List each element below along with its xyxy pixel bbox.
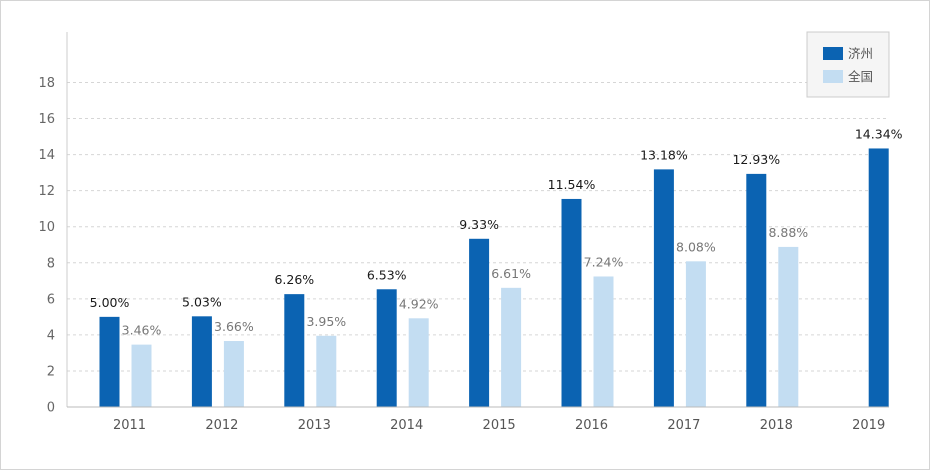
data-label-national: 3.95% xyxy=(306,314,346,329)
bar-national xyxy=(685,261,706,407)
x-tick-label: 2016 xyxy=(575,418,608,433)
data-label-national: 8.08% xyxy=(676,239,716,254)
bar-jizhou xyxy=(469,238,490,407)
x-axis: 2011 2012 2013 2014 2015 2016 2017 2018 2019 xyxy=(67,406,889,433)
legend: 济州 全国 xyxy=(806,31,890,98)
bar-national xyxy=(316,335,337,407)
bar-national xyxy=(593,276,614,407)
data-label-national: 4.92% xyxy=(399,296,439,311)
bar-jizhou xyxy=(653,169,674,407)
bar-jizhou xyxy=(868,148,889,407)
legend-label-jizhou: 济州 xyxy=(848,46,873,61)
x-tick-label: 2017 xyxy=(667,418,700,433)
legend-label-national: 全国 xyxy=(848,69,873,84)
data-label-jizhou: 5.03% xyxy=(182,294,222,309)
data-label-jizhou: 12.93% xyxy=(732,152,780,167)
bar-jizhou xyxy=(191,316,212,407)
bar-jizhou xyxy=(376,289,397,407)
y-tick-label: 18 xyxy=(38,76,55,91)
y-tick-label: 12 xyxy=(38,184,55,199)
y-tick-label: 10 xyxy=(38,220,55,235)
bar-jizhou xyxy=(746,173,767,407)
data-label-jizhou: 5.00% xyxy=(90,295,130,310)
data-label-national: 7.24% xyxy=(584,254,624,269)
x-tick-label: 2018 xyxy=(760,418,793,433)
bar-national xyxy=(501,287,522,407)
bar-national xyxy=(223,341,244,407)
data-label-national: 8.88% xyxy=(768,225,808,240)
data-label-jizhou: 11.54% xyxy=(548,177,596,192)
x-tick-label: 2019 xyxy=(852,418,885,433)
data-label-national: 3.46% xyxy=(122,323,162,338)
bar-national xyxy=(778,246,799,407)
data-label-national: 3.66% xyxy=(214,319,254,334)
y-tick-label: 6 xyxy=(47,292,55,307)
x-tick-label: 2013 xyxy=(298,418,331,433)
bar-jizhou xyxy=(561,198,582,407)
data-label-jizhou: 14.34% xyxy=(855,126,903,141)
x-tick-label: 2014 xyxy=(390,418,423,433)
bar-national xyxy=(408,318,429,407)
legend-box xyxy=(806,31,890,98)
x-tick-label: 2011 xyxy=(113,418,146,433)
legend-swatch-jizhou xyxy=(823,47,843,60)
data-label-jizhou: 13.18% xyxy=(640,147,688,162)
y-tick-label: 4 xyxy=(47,328,55,343)
y-tick-label: 0 xyxy=(47,401,55,416)
data-label-jizhou: 9.33% xyxy=(459,217,499,232)
y-tick-label: 2 xyxy=(47,364,55,379)
data-label-national: 6.61% xyxy=(491,266,531,281)
x-tick-label: 2012 xyxy=(205,418,238,433)
y-tick-label: 16 xyxy=(38,112,55,127)
y-axis: 0 2 4 6 8 10 12 14 16 18 xyxy=(38,32,68,416)
bar-jizhou xyxy=(99,316,120,407)
y-tick-label: 14 xyxy=(38,148,55,163)
bars xyxy=(99,148,889,407)
bar-national xyxy=(131,344,152,407)
data-label-jizhou: 6.26% xyxy=(274,272,314,287)
legend-swatch-national xyxy=(823,70,843,83)
data-labels: 5.00% 3.46% 5.03% 3.66% 6.26% 3.95% 6.53% 4.92%… xyxy=(90,126,903,337)
y-tick-label: 8 xyxy=(47,256,55,271)
x-tick-label: 2015 xyxy=(483,418,516,433)
bar-jizhou xyxy=(284,294,305,407)
data-label-jizhou: 6.53% xyxy=(367,267,407,282)
